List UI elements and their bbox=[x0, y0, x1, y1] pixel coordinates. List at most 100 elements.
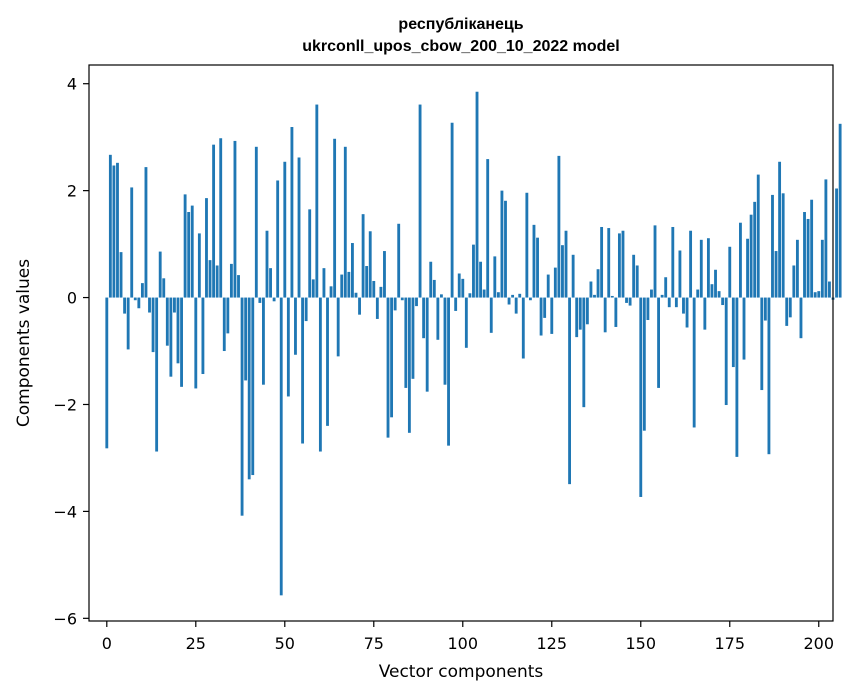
bar-24 bbox=[190, 205, 194, 298]
y-tick-label: −6 bbox=[53, 609, 77, 628]
bar-86 bbox=[411, 297, 415, 379]
bar-78 bbox=[383, 251, 386, 298]
bar-106 bbox=[482, 289, 486, 298]
bar-132 bbox=[575, 297, 579, 338]
bar-134 bbox=[582, 297, 586, 408]
bar-7 bbox=[130, 187, 134, 298]
bar-143 bbox=[614, 297, 618, 327]
bar-98 bbox=[454, 297, 458, 311]
bar-55 bbox=[301, 297, 305, 444]
bar-144 bbox=[617, 233, 621, 298]
x-tick-label: 100 bbox=[448, 634, 479, 653]
bar-175 bbox=[728, 246, 732, 298]
bar-179 bbox=[742, 297, 746, 360]
y-tick-label: 2 bbox=[67, 182, 77, 201]
bar-140 bbox=[603, 297, 607, 333]
bar-192 bbox=[788, 297, 792, 318]
bar-202 bbox=[824, 179, 828, 298]
bar-81 bbox=[393, 297, 397, 311]
bar-138 bbox=[596, 269, 600, 298]
bar-191 bbox=[785, 297, 789, 326]
bar-111 bbox=[500, 190, 504, 298]
bar-77 bbox=[379, 286, 383, 298]
bar-196 bbox=[803, 212, 806, 298]
bar-194 bbox=[795, 239, 799, 298]
bar-101 bbox=[464, 297, 468, 348]
bar-28 bbox=[205, 198, 208, 298]
bar-37 bbox=[237, 275, 240, 298]
bar-203 bbox=[828, 281, 831, 298]
y-tick-label: −4 bbox=[53, 502, 77, 521]
bar-185 bbox=[763, 297, 767, 321]
bar-60 bbox=[318, 297, 322, 452]
bar-72 bbox=[361, 214, 365, 298]
bar-152 bbox=[646, 297, 650, 321]
bar-6 bbox=[126, 297, 130, 350]
bar-100 bbox=[461, 278, 465, 298]
x-tick-label: 0 bbox=[102, 634, 112, 653]
bar-107 bbox=[486, 159, 490, 298]
bar-166 bbox=[696, 289, 700, 298]
bar-116 bbox=[518, 293, 522, 298]
bar-17 bbox=[165, 297, 169, 346]
bar-182 bbox=[753, 201, 757, 298]
bar-126 bbox=[553, 267, 557, 298]
bar-97 bbox=[450, 122, 454, 298]
bar-40 bbox=[247, 297, 251, 480]
bar-102 bbox=[468, 293, 472, 298]
bar-58 bbox=[311, 279, 315, 298]
bar-113 bbox=[507, 297, 511, 305]
bar-123 bbox=[543, 297, 547, 318]
bar-36 bbox=[233, 140, 237, 298]
bar-189 bbox=[778, 161, 782, 298]
bar-92 bbox=[432, 279, 436, 298]
bar-180 bbox=[746, 238, 749, 298]
bar-19 bbox=[173, 297, 176, 313]
bar-26 bbox=[197, 233, 201, 298]
bar-171 bbox=[714, 269, 717, 298]
bar-14 bbox=[155, 297, 159, 452]
bar-52 bbox=[290, 127, 294, 298]
bar-176 bbox=[731, 297, 735, 368]
bar-47 bbox=[272, 297, 276, 302]
bar-169 bbox=[706, 238, 710, 298]
bar-110 bbox=[496, 292, 500, 298]
bar-59 bbox=[315, 104, 319, 298]
bar-177 bbox=[735, 297, 739, 457]
bar-83 bbox=[400, 297, 404, 301]
bar-69 bbox=[351, 243, 354, 298]
bar-198 bbox=[810, 199, 814, 298]
bar-15 bbox=[158, 251, 162, 298]
bar-88 bbox=[418, 104, 422, 298]
bar-160 bbox=[674, 297, 678, 308]
bars-group bbox=[105, 91, 842, 596]
bar-91 bbox=[429, 261, 433, 298]
bar-38 bbox=[240, 297, 244, 516]
bar-149 bbox=[635, 265, 639, 298]
bar-125 bbox=[550, 297, 554, 334]
bar-3 bbox=[116, 162, 119, 298]
bar-66 bbox=[340, 274, 344, 298]
x-tick-label: 200 bbox=[803, 634, 834, 653]
bar-51 bbox=[286, 297, 290, 397]
bar-159 bbox=[671, 226, 675, 298]
bar-12 bbox=[148, 297, 151, 313]
bar-129 bbox=[564, 230, 568, 298]
bar-32 bbox=[219, 138, 223, 298]
x-axis-label: Vector components bbox=[379, 662, 544, 682]
bar-183 bbox=[756, 174, 760, 298]
bar-136 bbox=[589, 281, 593, 298]
bar-104 bbox=[475, 91, 479, 298]
bar-137 bbox=[593, 294, 596, 298]
bar-64 bbox=[333, 138, 337, 298]
bar-172 bbox=[717, 291, 721, 298]
bar-205 bbox=[835, 188, 838, 298]
y-tick-label: 4 bbox=[67, 75, 77, 94]
bar-168 bbox=[703, 297, 707, 330]
bar-122 bbox=[539, 297, 543, 336]
bar-135 bbox=[585, 297, 589, 325]
bar-145 bbox=[621, 230, 625, 298]
bar-146 bbox=[625, 297, 628, 303]
y-axis-label: Components values bbox=[14, 259, 34, 427]
bar-22 bbox=[183, 194, 187, 298]
